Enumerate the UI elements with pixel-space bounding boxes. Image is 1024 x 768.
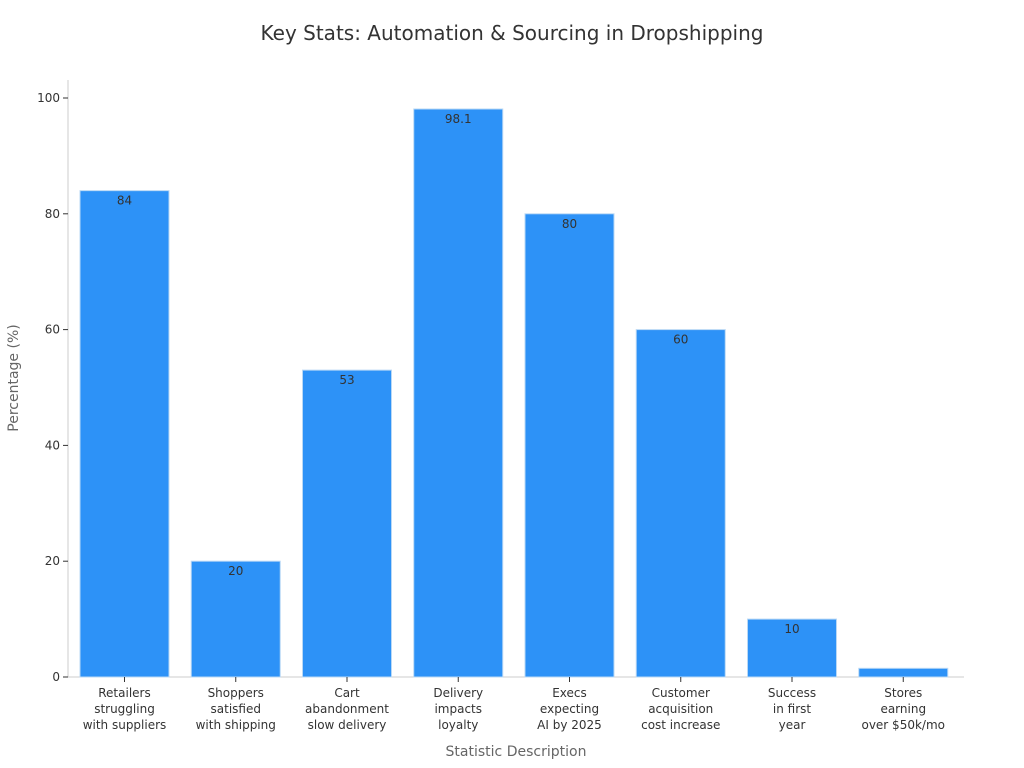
bar-value-label: 60	[673, 333, 688, 347]
x-tick-label: Execs expecting AI by 2025	[537, 686, 602, 732]
x-axis-label: Statistic Description	[446, 744, 587, 760]
x-tick-label-line: slow delivery	[308, 718, 387, 732]
x-tick-label: Stores earning over $50k/mo	[861, 686, 945, 732]
bar	[190, 560, 281, 678]
bar-value-label: 80	[562, 217, 577, 231]
x-tick-label-line: loyalty	[438, 718, 478, 732]
x-tick-label-line: AI by 2025	[537, 718, 602, 732]
x-tick-label-line: satisfied	[211, 702, 261, 716]
bar	[524, 213, 615, 678]
bar	[79, 190, 170, 678]
x-tick-label-line: abandonment	[305, 702, 389, 716]
bar-value-label: 10	[784, 622, 799, 636]
x-tick-label-line: Delivery	[433, 686, 483, 700]
x-tick-label-line: Stores	[884, 686, 922, 700]
x-tick-label-line: year	[779, 718, 806, 732]
bar	[747, 618, 837, 678]
x-tick-label-line: Customer	[652, 686, 710, 700]
x-tick-label-line: earning	[880, 702, 926, 716]
bar-value-label: 20	[228, 564, 243, 578]
bars-group: 84 20 53 98.1 80 60 10	[79, 108, 949, 678]
y-tick-label: 0	[52, 670, 60, 684]
x-tick-label-line: with shipping	[196, 718, 276, 732]
x-tick-label-line: cost increase	[641, 718, 720, 732]
x-tick-label-line: Retailers	[98, 686, 150, 700]
x-tick-label: Customer acquisition cost increase	[641, 686, 720, 732]
x-tick-label-line: Shoppers	[208, 686, 264, 700]
bar	[858, 667, 949, 678]
x-tick-label-line: over $50k/mo	[861, 718, 945, 732]
x-tick-label-line: Success	[768, 686, 816, 700]
x-tick-label-line: expecting	[540, 702, 599, 716]
x-tick-label: Success in first year	[768, 686, 816, 732]
y-tick-label: 40	[45, 438, 60, 452]
y-tick-label: 80	[45, 207, 60, 221]
y-tick-label: 60	[45, 323, 60, 337]
x-tick-label: Retailers struggling with suppliers	[83, 686, 167, 732]
x-tick-label: Delivery impacts loyalty	[433, 686, 483, 732]
x-axis-ticks: Retailers struggling with suppliers Shopper…	[83, 677, 945, 732]
bar	[413, 108, 504, 678]
x-tick-label-line: Cart	[334, 686, 360, 700]
y-axis-ticks: 0 20 40 60 80 100	[37, 91, 68, 684]
bar	[302, 369, 392, 678]
y-tick-label: 20	[45, 554, 60, 568]
x-tick-label-line: impacts	[434, 702, 482, 716]
x-tick-label-line: struggling	[94, 702, 155, 716]
chart-title: Key Stats: Automation & Sourcing in Drop…	[261, 21, 764, 45]
x-tick-label-line: in first	[773, 702, 811, 716]
x-tick-label: Shoppers satisfied with shipping	[196, 686, 276, 732]
x-tick-label-line: Execs	[552, 686, 587, 700]
bar-value-label: 98.1	[445, 112, 472, 126]
y-axis-label: Percentage (%)	[6, 324, 22, 431]
bar-value-label: 84	[117, 194, 132, 208]
bar	[635, 329, 726, 678]
x-tick-label-line: with suppliers	[83, 718, 167, 732]
x-tick-label-line: acquisition	[648, 702, 713, 716]
x-tick-label: Cart abandonment slow delivery	[305, 686, 389, 732]
y-tick-label: 100	[37, 91, 60, 105]
bar-value-label: 53	[339, 373, 354, 387]
